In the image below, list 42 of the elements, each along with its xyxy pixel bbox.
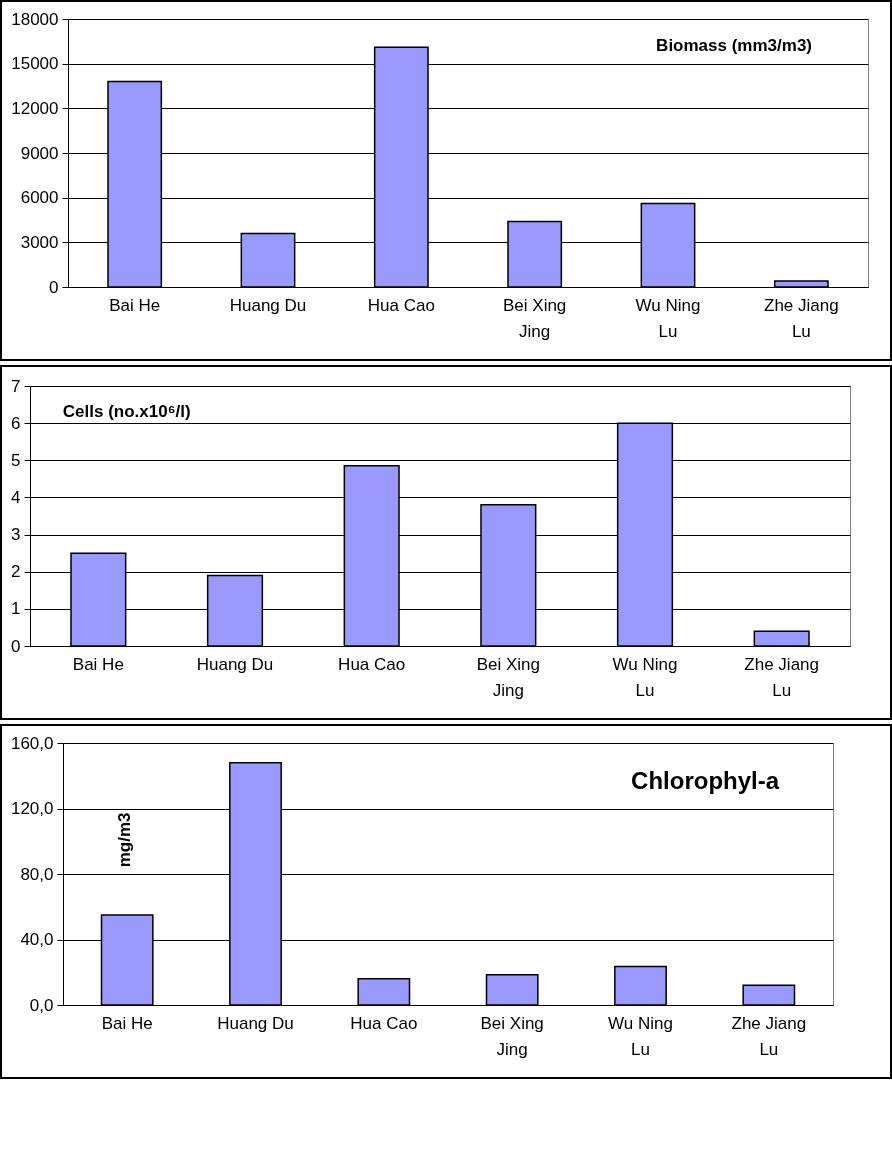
x-tick-label: Bei Xing Jing [480, 1013, 544, 1059]
y-tick-label: 3000 [20, 232, 59, 252]
text: Chlorophyl-a [631, 767, 780, 795]
x-tick-label: Hua Cao [350, 1013, 418, 1033]
y-tick-label: 6 [11, 413, 21, 433]
y-tick-label: 0 [11, 636, 21, 656]
y-axis-title: mg/m3 [114, 812, 134, 868]
x-tick-label: Hua Cao [338, 654, 406, 674]
x-tick-label: Bai He [109, 295, 161, 315]
x-tick-label: Bai He [101, 1013, 153, 1033]
y-tick-label: 5 [11, 450, 21, 470]
y-tick-label: 80,0 [20, 864, 54, 884]
x-tick-label: Wu Ning Lu [635, 295, 701, 341]
y-tick-label: 3 [11, 525, 21, 545]
x-tick-label: Huang Du [217, 1013, 294, 1033]
y-tick-label: 18000 [11, 9, 59, 29]
y-tick-label: 1 [11, 599, 21, 619]
y-tick-label: 12000 [11, 98, 59, 118]
y-tick-label: 2 [11, 562, 21, 582]
y-tick-label: 0,0 [29, 995, 54, 1015]
y-tick-label: 6000 [20, 188, 59, 208]
y-tick-label: 40,0 [20, 930, 54, 949]
y-tick-label: 120,0 [10, 799, 54, 818]
x-tick-label: Wu Ning Lu [608, 1013, 673, 1059]
x-tick-label: Zhe Jiang Lu [731, 1013, 807, 1059]
y-tick-label: 0 [49, 277, 59, 297]
y-tick-label: 4 [11, 487, 21, 507]
y-tick-label: 7 [11, 376, 21, 396]
y-tick-label: 15000 [11, 54, 59, 74]
y-tick-label: 160,0 [10, 733, 54, 753]
x-tick-label: Zhe Jiang Lu [744, 654, 819, 700]
x-tick-label: Wu Ning Lu [612, 654, 678, 700]
x-tick-label: Hua Cao [367, 295, 435, 315]
text: Cells (no.x10⁶/l) [62, 402, 191, 421]
x-tick-label: Zhe Jiang Lu [764, 295, 839, 341]
x-tick-label: Huang Du [229, 295, 307, 315]
text: Biomass (mm3/m3) [656, 35, 812, 55]
x-tick-label: Bei Xing Jing [476, 654, 540, 700]
x-tick-label: Huang Du [196, 654, 274, 674]
x-tick-label: Bai He [72, 654, 124, 674]
x-tick-label: Bei Xing Jing [503, 295, 567, 341]
y-tick-label: 9000 [20, 143, 59, 163]
